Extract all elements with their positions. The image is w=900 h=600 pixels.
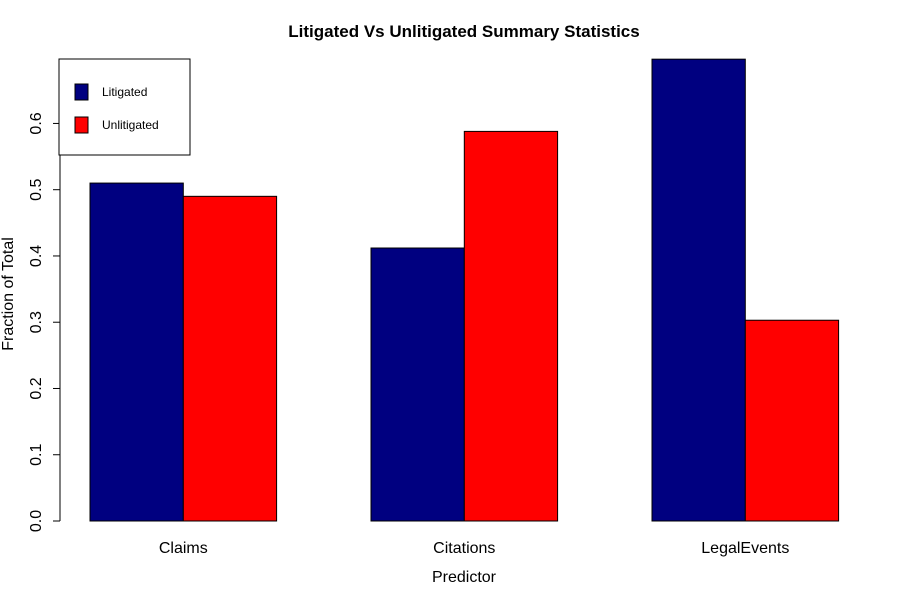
- bar-legalevents-unlitigated: [744, 319, 840, 522]
- bars-group: [89, 58, 840, 522]
- x-tick-label: Citations: [433, 540, 495, 557]
- legend-swatch-unlitigated: [74, 116, 89, 134]
- y-tick-label: 0.1: [28, 444, 45, 466]
- x-tick-label: Claims: [159, 540, 208, 557]
- legend-label-litigated: Litigated: [102, 85, 147, 99]
- bar-claims-unlitigated: [182, 195, 278, 522]
- y-tick-label: 0.2: [28, 377, 45, 399]
- x-axis-label: Predictor: [432, 569, 497, 586]
- bar-legalevents-litigated: [651, 58, 746, 522]
- bar-citations-unlitigated: [463, 130, 559, 522]
- x-tick-label: LegalEvents: [701, 540, 789, 557]
- bar-claims-litigated: [89, 182, 184, 522]
- y-axis: 0.0 0.1 0.2 0.3 0.4 0.5 0.6: [28, 112, 61, 532]
- y-tick-label: 0.3: [28, 311, 45, 333]
- y-tick-label: 0.5: [28, 178, 45, 200]
- legend-label-unlitigated: Unlitigated: [102, 118, 159, 132]
- y-tick-label: 0.0: [28, 510, 45, 532]
- x-axis-tick-labels: Claims Citations LegalEvents: [159, 540, 789, 557]
- legend-box: [58, 58, 191, 156]
- legend: Litigated Unlitigated: [58, 58, 191, 156]
- y-tick-label: 0.4: [28, 245, 45, 267]
- chart-title: Litigated Vs Unlitigated Summary Statist…: [288, 22, 639, 41]
- legend-swatch-litigated: [74, 83, 89, 101]
- y-axis-label: Fraction of Total: [0, 237, 17, 351]
- y-tick-label: 0.6: [28, 112, 45, 134]
- bar-citations-litigated: [370, 247, 465, 522]
